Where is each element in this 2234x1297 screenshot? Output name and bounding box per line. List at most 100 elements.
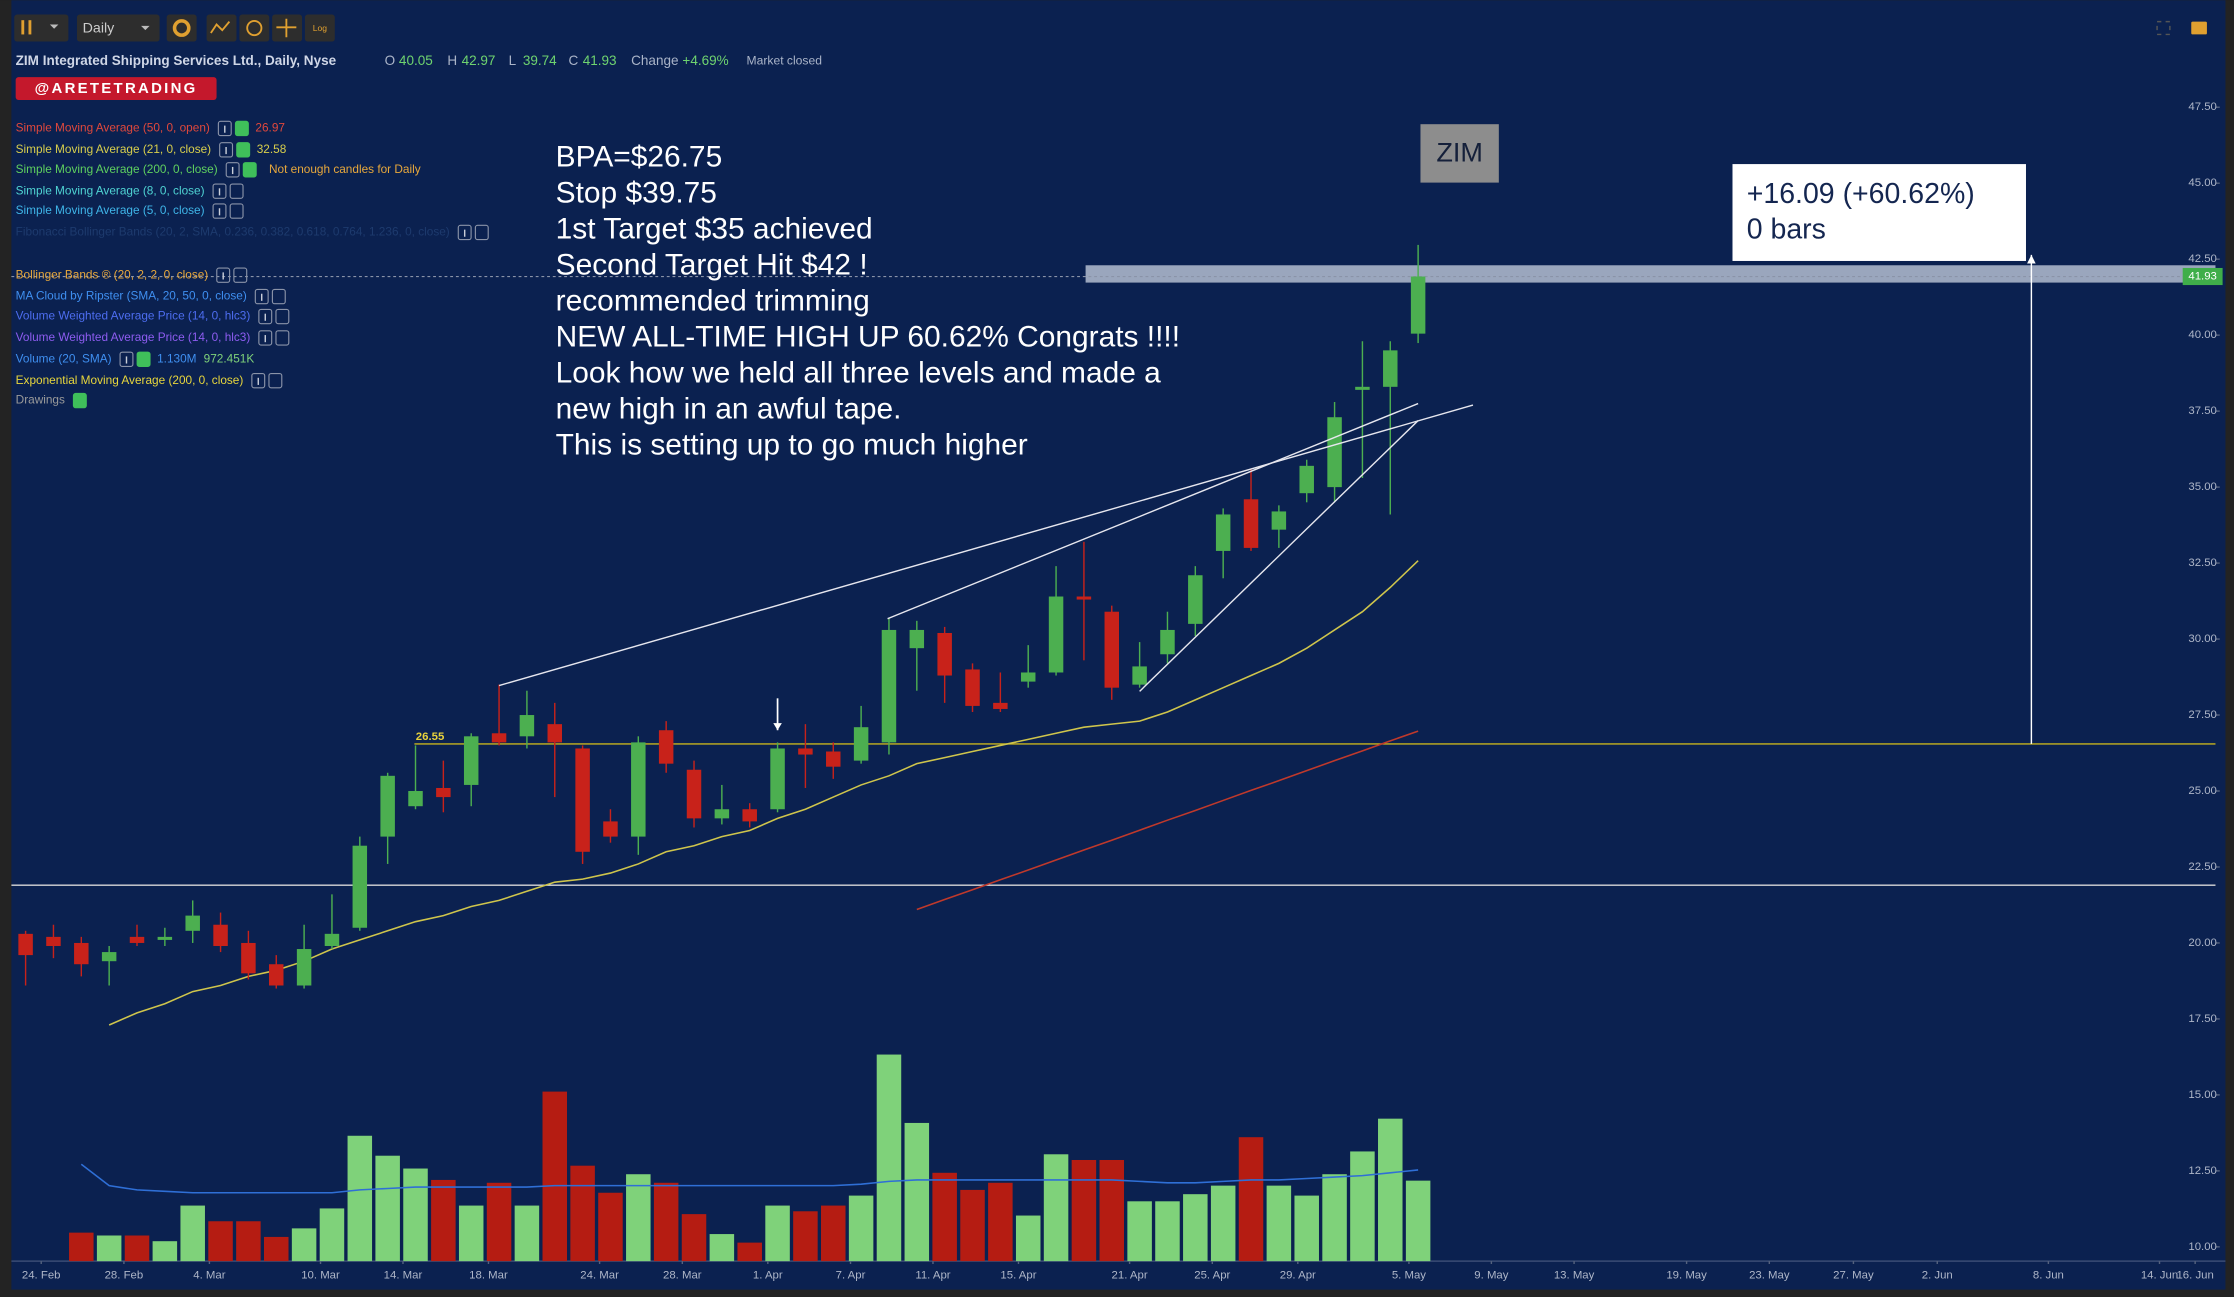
data-button[interactable] [136, 351, 151, 367]
price-label-box [2182, 267, 2223, 286]
y-tick-label: 40.00 [2188, 329, 2216, 341]
candle-body [714, 809, 730, 819]
x-tick-label: 5. May [1392, 1269, 1426, 1281]
info-button[interactable] [225, 162, 240, 178]
volume-bar [876, 1054, 902, 1262]
interval-button[interactable] [76, 14, 160, 42]
indicator-label: Simple Moving Average (50, 0, open) [16, 121, 210, 135]
volume-bar [1405, 1180, 1431, 1262]
annotation-line: Look how we held all three levels and ma… [556, 357, 1162, 390]
settings-button[interactable] [166, 14, 197, 42]
header: ZIM Integrated Shipping Services Ltd., D… [15, 53, 337, 100]
candle-body [1132, 666, 1147, 685]
annotation-line: NEW ALL-TIME HIGH UP 60.62% Congrats !!!… [556, 321, 1180, 354]
candle-body [770, 748, 785, 810]
volume-bar [96, 1235, 122, 1262]
candle-body [1188, 575, 1203, 624]
data-button[interactable] [72, 392, 87, 409]
x-tick-label: 19. May [1666, 1269, 1707, 1281]
price-zone [1085, 265, 2216, 283]
volume-bar [988, 1182, 1013, 1262]
candle-body [324, 933, 340, 946]
info-button[interactable] [217, 120, 232, 137]
data-button[interactable] [275, 330, 290, 346]
annotation-line: recommended trimming [556, 284, 870, 317]
data-button[interactable] [229, 183, 244, 199]
volume-bar [1043, 1154, 1069, 1262]
x-tick-label: 14. Mar [384, 1269, 423, 1281]
data-button[interactable] [268, 372, 283, 389]
candle-body [436, 787, 451, 798]
replay-button[interactable] [239, 14, 270, 42]
x-tick-label: 18. Mar [469, 1269, 508, 1281]
info-button[interactable] [212, 203, 227, 219]
candle-body [798, 748, 813, 755]
candle-body [129, 936, 145, 943]
x-tick-label: 29. Apr [1280, 1269, 1316, 1281]
y-tick-label: 15.00 [2188, 1089, 2216, 1101]
volume-bar [180, 1205, 205, 1262]
candle-body [74, 942, 89, 965]
data-button[interactable] [275, 308, 290, 325]
y-tick-label: 17.50 [2188, 1013, 2216, 1025]
info-button[interactable] [216, 267, 231, 283]
ohlc-letter: O [385, 53, 396, 68]
info-button[interactable] [254, 288, 269, 305]
log-label: Log [313, 23, 327, 33]
volume-bar [681, 1214, 707, 1262]
candle-body [185, 915, 200, 931]
candle-body [408, 791, 423, 807]
info-button[interactable] [212, 183, 227, 199]
candle-body [603, 821, 618, 837]
icon [21, 20, 25, 35]
y-tick-label: 45.00 [2188, 177, 2216, 189]
arrow-head [773, 723, 782, 731]
fullscreen-button[interactable] [2156, 20, 2171, 36]
volume-bar [570, 1165, 595, 1262]
x-tick-label: 10. Mar [301, 1269, 340, 1281]
ohlc-letter: L [509, 53, 517, 68]
candle-body [853, 727, 869, 761]
x-tick-label: 8. Jun [2033, 1269, 2064, 1281]
info-button[interactable] [258, 308, 273, 325]
x-tick-label: 24. Feb [22, 1269, 61, 1281]
info-button[interactable] [219, 142, 234, 158]
snapshot-button[interactable] [2191, 21, 2207, 35]
data-button[interactable] [271, 288, 286, 305]
ohlc-letter: H [447, 53, 457, 68]
x-tick-label: 23. May [1749, 1269, 1790, 1281]
log-button[interactable] [304, 14, 335, 42]
data-button[interactable] [233, 267, 248, 283]
volume-bar [626, 1174, 651, 1262]
volume-bar [1378, 1118, 1403, 1262]
y-tick-label: 22.50 [2188, 861, 2216, 873]
toolbar: Daily Log [14, 14, 2207, 42]
indicator-line [108, 560, 1419, 1026]
y-tick-label: 37.50 [2188, 405, 2216, 417]
info-button[interactable] [258, 330, 273, 346]
data-button[interactable] [229, 203, 244, 219]
candle-body [993, 702, 1008, 709]
volume-bar [152, 1241, 178, 1262]
data-button[interactable] [234, 120, 249, 137]
indicator-label: Simple Moving Average (8, 0, close) [16, 183, 205, 197]
volume-bar [1294, 1195, 1319, 1262]
data-button[interactable] [474, 224, 489, 241]
candle-body [742, 809, 757, 822]
info-button[interactable] [457, 224, 472, 241]
x-tick-label: 11. Apr [915, 1269, 950, 1281]
data-button[interactable] [242, 162, 257, 178]
info-button[interactable] [119, 351, 134, 367]
candle-body [937, 632, 952, 676]
ohlc-value: 39.74 [523, 53, 557, 68]
data-button[interactable] [236, 142, 251, 158]
volume-bar [1127, 1201, 1152, 1262]
indicator-label: Simple Moving Average (200, 0, close) [16, 162, 218, 176]
annotation-line: This is setting up to go much higher [556, 429, 1028, 462]
volume-bar [793, 1211, 818, 1262]
indicator-button[interactable] [206, 14, 237, 42]
info-button[interactable] [251, 372, 266, 389]
chart-style-button[interactable] [14, 14, 69, 42]
volume-bar [542, 1091, 568, 1262]
price-label: 41.93 [2188, 271, 2216, 283]
